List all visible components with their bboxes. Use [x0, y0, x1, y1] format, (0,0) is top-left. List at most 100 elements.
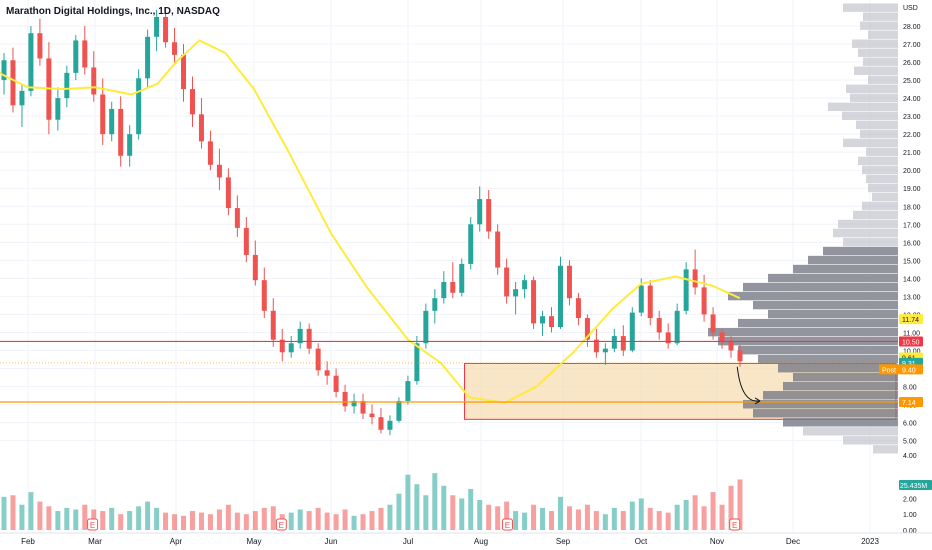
candle-body[interactable]: [665, 332, 671, 344]
candle-body[interactable]: [611, 336, 617, 349]
volume-profile-bar: [854, 66, 898, 75]
candle-body[interactable]: [629, 312, 635, 351]
candle-body[interactable]: [73, 40, 79, 73]
candle-body[interactable]: [1, 60, 7, 81]
candle-body[interactable]: [360, 400, 366, 414]
price-axis[interactable]: USD 28.00 27.00 26.00 25.00 24.00 23.00 22.00 21…: [899, 0, 932, 550]
candle-body[interactable]: [692, 269, 698, 288]
candle-body[interactable]: [683, 269, 689, 311]
price-tag-label: 11.74: [902, 317, 919, 324]
candle-body[interactable]: [405, 381, 411, 401]
candle-body[interactable]: [674, 310, 680, 344]
candle-body[interactable]: [396, 400, 402, 421]
candle-body[interactable]: [189, 89, 195, 115]
earnings-marker-box[interactable]: [275, 518, 287, 531]
candle-body[interactable]: [10, 60, 16, 106]
candle-body[interactable]: [495, 231, 501, 268]
candle-body[interactable]: [737, 350, 743, 362]
candle-body[interactable]: [540, 316, 546, 324]
candle-body[interactable]: [324, 370, 330, 376]
candle-body[interactable]: [306, 328, 312, 349]
candle-body[interactable]: [333, 375, 339, 392]
candle-body[interactable]: [468, 224, 474, 264]
candle-body[interactable]: [602, 348, 608, 353]
candle-body[interactable]: [109, 108, 115, 135]
candle-body[interactable]: [19, 90, 25, 106]
candle-body[interactable]: [557, 265, 563, 328]
candle-body[interactable]: [82, 40, 88, 68]
candle-body[interactable]: [91, 67, 97, 95]
candle-body[interactable]: [351, 400, 357, 407]
candle-body[interactable]: [584, 318, 590, 340]
candle-body[interactable]: [252, 254, 258, 281]
candle-body[interactable]: [163, 16, 169, 43]
candle-body[interactable]: [719, 332, 725, 342]
candle-body[interactable]: [710, 314, 716, 333]
candle-body[interactable]: [136, 78, 142, 135]
candle-body[interactable]: [549, 316, 555, 328]
candle-body[interactable]: [154, 16, 160, 37]
candle-body[interactable]: [315, 348, 321, 371]
candle-body[interactable]: [566, 265, 572, 299]
candle-body[interactable]: [522, 280, 528, 290]
candle-body[interactable]: [531, 280, 537, 324]
candle-body[interactable]: [216, 164, 222, 178]
candlesticks[interactable]: [1, 7, 743, 436]
candle-body[interactable]: [243, 227, 249, 255]
candle-body[interactable]: [486, 199, 492, 232]
candle-body[interactable]: [234, 208, 240, 228]
candle-body[interactable]: [701, 287, 707, 315]
earnings-marker[interactable]: E: [87, 518, 99, 531]
candle-body[interactable]: [647, 285, 653, 319]
candle-body[interactable]: [279, 339, 285, 353]
candle-body[interactable]: [64, 72, 70, 99]
candle-body[interactable]: [593, 339, 599, 353]
candle-body[interactable]: [504, 267, 510, 297]
candle-body[interactable]: [28, 33, 34, 91]
candle-body[interactable]: [261, 280, 267, 311]
candle-body[interactable]: [423, 310, 429, 344]
earnings-marker-box[interactable]: [87, 518, 99, 531]
candle-body[interactable]: [342, 391, 348, 407]
earnings-marker-box[interactable]: [501, 518, 513, 531]
candle-body[interactable]: [181, 54, 187, 90]
candle-body[interactable]: [513, 289, 519, 297]
candle-body[interactable]: [118, 108, 124, 156]
candle-body[interactable]: [656, 318, 662, 333]
earnings-marker[interactable]: E: [275, 518, 287, 531]
candle-body[interactable]: [225, 177, 231, 209]
horizontal-levels[interactable]: [0, 340, 898, 403]
candle-body[interactable]: [207, 141, 213, 165]
earnings-marker[interactable]: E: [501, 518, 513, 531]
candle-body[interactable]: [369, 413, 375, 418]
candle-body[interactable]: [432, 298, 438, 311]
volume-bar: [297, 509, 303, 530]
candle-body[interactable]: [638, 285, 644, 313]
candle-body[interactable]: [270, 310, 276, 340]
candle-body[interactable]: [297, 328, 303, 344]
candle-body[interactable]: [450, 281, 456, 293]
earnings-marker[interactable]: E: [729, 518, 741, 531]
candle-body[interactable]: [55, 98, 61, 120]
candle-body[interactable]: [728, 341, 734, 351]
candle-body[interactable]: [387, 420, 393, 430]
time-axis[interactable]: Feb Mar Apr May Jun Jul Aug Sep Oct Nov Dec 2023: [0, 532, 932, 546]
candle-body[interactable]: [477, 199, 483, 225]
candle-body[interactable]: [441, 281, 447, 299]
candle-body[interactable]: [172, 42, 178, 55]
candle-body[interactable]: [145, 36, 151, 79]
candle-body[interactable]: [100, 94, 106, 135]
candle-body[interactable]: [288, 343, 294, 353]
candle-body[interactable]: [575, 298, 581, 319]
candle-body[interactable]: [620, 336, 626, 351]
candle-body[interactable]: [459, 263, 465, 293]
earnings-marker-label: E: [90, 521, 95, 530]
candle-body[interactable]: [378, 417, 384, 430]
candle-body[interactable]: [127, 134, 133, 156]
candle-body[interactable]: [37, 33, 43, 59]
earnings-marker-box[interactable]: [729, 518, 741, 531]
candle-body[interactable]: [198, 114, 204, 142]
candle-body[interactable]: [414, 343, 420, 382]
